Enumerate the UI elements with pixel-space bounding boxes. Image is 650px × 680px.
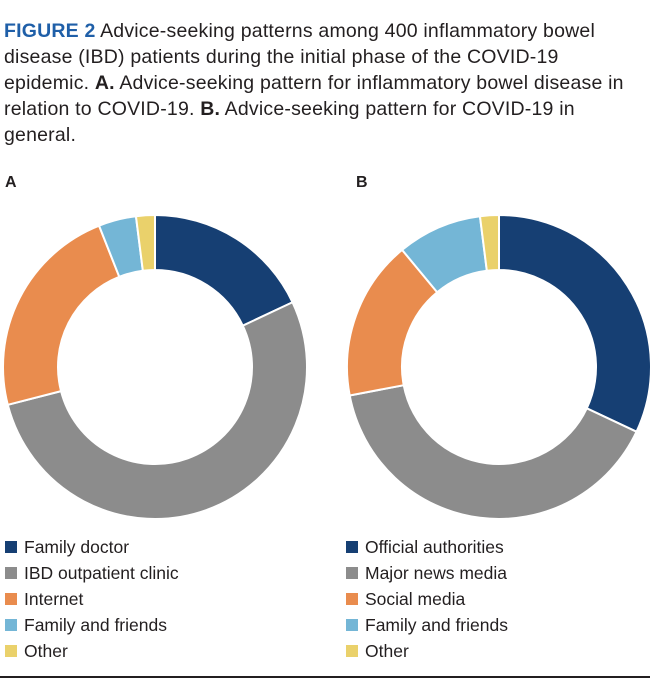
legend-label: Official authorities [365, 536, 504, 557]
donut-chart-b [346, 213, 650, 520]
legend-label: Other [365, 640, 409, 661]
legend-label: Internet [24, 588, 84, 609]
legend-b: Official authorities Major news media Soci… [346, 534, 508, 664]
bottom-rule [0, 676, 650, 678]
legend-item: Family and friends [5, 612, 179, 638]
legend-label: Major news media [365, 562, 507, 583]
legend-item: Official authorities [346, 534, 508, 560]
legend-a: Family doctor IBD outpatient clinic Intern… [5, 534, 179, 664]
legend-item: Family doctor [5, 534, 179, 560]
caption-part-b-label: B. [200, 98, 221, 120]
legend-item: IBD outpatient clinic [5, 560, 179, 586]
donut-slice-major-news-media [348, 384, 638, 520]
legend-item: Internet [5, 586, 179, 612]
legend-label: Family and friends [24, 614, 167, 635]
legend-label: Family doctor [24, 536, 130, 557]
donut-slice-other [478, 213, 500, 272]
legend-swatch [5, 541, 17, 553]
legend-swatch [5, 593, 17, 605]
donut-slice-official-authorities [498, 213, 650, 434]
donut-slice-ibd-outpatient-clinic [6, 300, 308, 520]
legend-label: Other [24, 640, 68, 661]
figure-label: FIGURE 2 [4, 20, 96, 42]
legend-item: Other [5, 638, 179, 664]
legend-label: Social media [365, 588, 466, 609]
donut-slice-other [134, 213, 156, 272]
legend-swatch [5, 619, 17, 631]
panel-b-label: B [356, 174, 368, 191]
caption-text: Advice-seeking patterns among 400 inflam… [4, 20, 595, 94]
legend-label: IBD outpatient clinic [24, 562, 179, 583]
donut-slice-internet [2, 224, 121, 407]
legend-item: Other [346, 638, 508, 664]
caption-part-a-text: Advice-seeking pattern for inflammatory … [4, 72, 624, 120]
legend-swatch [5, 567, 17, 579]
legend-swatch [5, 645, 17, 657]
legend-swatch [346, 645, 358, 657]
legend-swatch [346, 619, 358, 631]
legend-item: Family and friends [346, 612, 508, 638]
legend-swatch [346, 593, 358, 605]
legend-item: Major news media [346, 560, 508, 586]
donut-chart-a [2, 213, 308, 520]
panel-a-label: A [5, 174, 17, 191]
caption-part-b-text: Advice-seeking pattern for COVID-19 in g… [4, 98, 575, 146]
legend-item: Social media [346, 586, 508, 612]
donut-slice-family-doctor [154, 213, 294, 328]
legend-swatch [346, 541, 358, 553]
caption-part-a-label: A. [94, 72, 115, 94]
legend-label: Family and friends [365, 614, 508, 635]
figure-caption: FIGURE 2 Advice-seeking patterns among 4… [4, 18, 644, 148]
legend-swatch [346, 567, 358, 579]
